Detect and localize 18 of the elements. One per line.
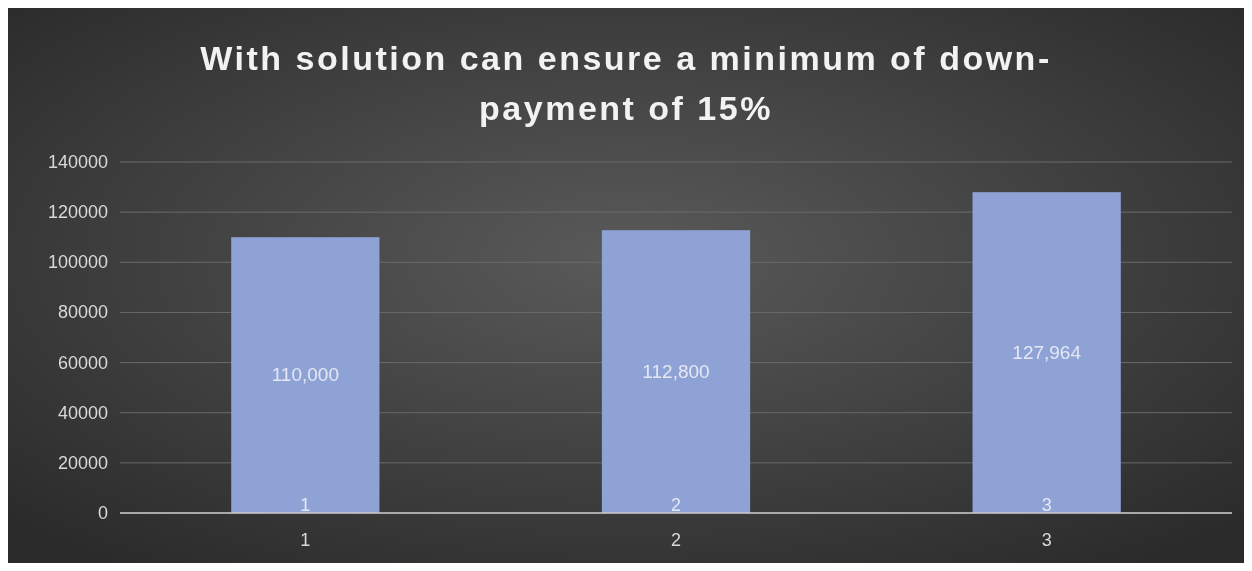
y-tick-label: 60000 bbox=[57, 352, 108, 373]
data-label: 127,964 bbox=[1012, 341, 1082, 363]
y-tick-label: 140000 bbox=[47, 152, 108, 172]
y-tick-label: 100000 bbox=[47, 252, 108, 273]
y-tick-label: 40000 bbox=[57, 402, 108, 423]
x-tick-label: 1 bbox=[300, 495, 311, 515]
x-tick-label: 2 bbox=[670, 495, 682, 515]
data-label: 110,000 bbox=[271, 364, 339, 386]
y-tick-label: 0 bbox=[97, 503, 108, 523]
annotation: 2 bbox=[670, 530, 682, 550]
y-tick-label: 80000 bbox=[57, 302, 108, 323]
x-tick-label: 3 bbox=[1041, 495, 1052, 515]
y-tick-label: 20000 bbox=[57, 452, 108, 473]
annotation: 1 bbox=[300, 530, 311, 550]
data-label: 112,800 bbox=[642, 360, 710, 382]
chart-title: With solution can ensure a minimum of down-payment of 15% bbox=[200, 39, 1052, 127]
y-tick-label: 120000 bbox=[47, 202, 108, 223]
annotation: 3 bbox=[1041, 530, 1052, 550]
